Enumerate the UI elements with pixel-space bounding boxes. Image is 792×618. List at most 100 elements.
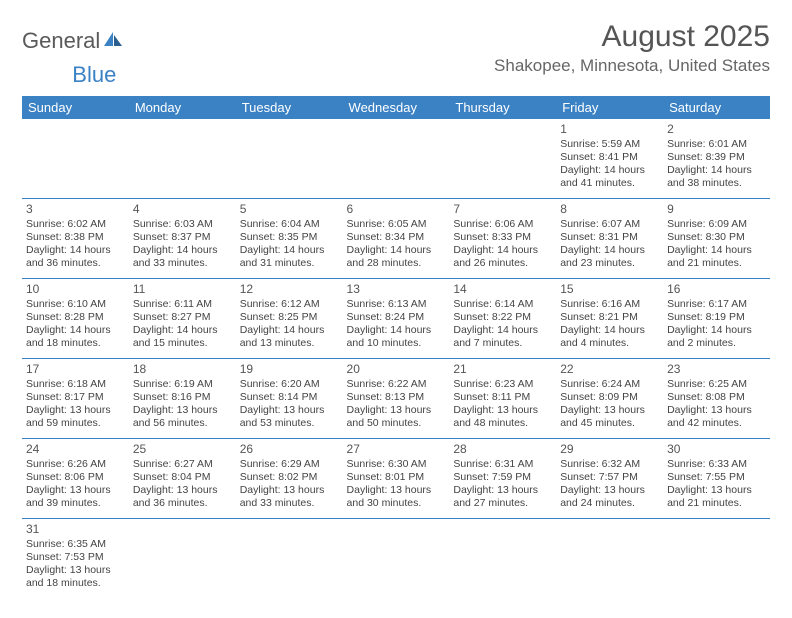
day-info-line: Sunrise: 6:25 AM <box>667 378 766 391</box>
day-info-line: and 41 minutes. <box>560 177 659 190</box>
day-info-line: Daylight: 14 hours <box>240 244 339 257</box>
day-info-line: Daylight: 14 hours <box>453 324 552 337</box>
day-info-line: Sunset: 8:30 PM <box>667 231 766 244</box>
logo: General <box>22 28 126 54</box>
day-cell: 14Sunrise: 6:14 AMSunset: 8:22 PMDayligh… <box>449 279 556 359</box>
location: Shakopee, Minnesota, United States <box>494 56 770 76</box>
day-number: 23 <box>667 362 766 377</box>
day-info-line: Daylight: 13 hours <box>667 404 766 417</box>
day-number: 14 <box>453 282 552 297</box>
day-info-line: Sunset: 8:38 PM <box>26 231 125 244</box>
day-info-line: Daylight: 14 hours <box>26 244 125 257</box>
day-number: 4 <box>133 202 232 217</box>
day-cell: 24Sunrise: 6:26 AMSunset: 8:06 PMDayligh… <box>22 439 129 519</box>
day-info-line: Sunrise: 6:12 AM <box>240 298 339 311</box>
day-number: 19 <box>240 362 339 377</box>
day-info-line: Sunrise: 6:13 AM <box>347 298 446 311</box>
day-info-line: Sunrise: 6:01 AM <box>667 138 766 151</box>
day-info-line: Sunset: 8:09 PM <box>560 391 659 404</box>
day-info-line: Daylight: 14 hours <box>667 244 766 257</box>
day-info-line: Sunset: 8:37 PM <box>133 231 232 244</box>
day-cell: 13Sunrise: 6:13 AMSunset: 8:24 PMDayligh… <box>343 279 450 359</box>
day-number: 25 <box>133 442 232 457</box>
day-info-line: Sunrise: 6:33 AM <box>667 458 766 471</box>
day-info-line: Sunrise: 6:24 AM <box>560 378 659 391</box>
day-info-line: Sunrise: 6:10 AM <box>26 298 125 311</box>
day-info-line: Daylight: 13 hours <box>26 484 125 497</box>
day-number: 18 <box>133 362 232 377</box>
day-info-line: Daylight: 14 hours <box>133 324 232 337</box>
day-info-line: Sunset: 8:25 PM <box>240 311 339 324</box>
day-info-line: Sunset: 8:39 PM <box>667 151 766 164</box>
day-info-line: Sunrise: 6:31 AM <box>453 458 552 471</box>
day-info-line: Sunrise: 6:16 AM <box>560 298 659 311</box>
day-info-line: Sunset: 8:13 PM <box>347 391 446 404</box>
day-cell <box>449 119 556 199</box>
day-info-line: and 21 minutes. <box>667 257 766 270</box>
day-info-line: Daylight: 13 hours <box>560 404 659 417</box>
day-cell: 5Sunrise: 6:04 AMSunset: 8:35 PMDaylight… <box>236 199 343 279</box>
day-info-line: Daylight: 14 hours <box>240 324 339 337</box>
day-number: 7 <box>453 202 552 217</box>
day-cell: 11Sunrise: 6:11 AMSunset: 8:27 PMDayligh… <box>129 279 236 359</box>
day-cell: 31Sunrise: 6:35 AMSunset: 7:53 PMDayligh… <box>22 519 129 599</box>
day-info-line: and 2 minutes. <box>667 337 766 350</box>
day-cell <box>236 519 343 599</box>
day-info-line: Sunset: 8:02 PM <box>240 471 339 484</box>
day-number: 30 <box>667 442 766 457</box>
day-info-line: Sunset: 8:04 PM <box>133 471 232 484</box>
day-cell: 12Sunrise: 6:12 AMSunset: 8:25 PMDayligh… <box>236 279 343 359</box>
day-info-line: Sunset: 8:01 PM <box>347 471 446 484</box>
weekday-header: Sunday <box>22 96 129 119</box>
day-info-line: Sunset: 8:11 PM <box>453 391 552 404</box>
day-cell: 16Sunrise: 6:17 AMSunset: 8:19 PMDayligh… <box>663 279 770 359</box>
day-info-line: Sunrise: 6:35 AM <box>26 538 125 551</box>
day-number: 13 <box>347 282 446 297</box>
day-info-line: Sunset: 8:27 PM <box>133 311 232 324</box>
day-cell: 23Sunrise: 6:25 AMSunset: 8:08 PMDayligh… <box>663 359 770 439</box>
day-info-line: Sunrise: 6:22 AM <box>347 378 446 391</box>
day-info-line: and 39 minutes. <box>26 497 125 510</box>
day-info-line: Sunset: 8:17 PM <box>26 391 125 404</box>
day-info-line: and 31 minutes. <box>240 257 339 270</box>
day-cell <box>343 119 450 199</box>
day-number: 12 <box>240 282 339 297</box>
day-info-line: Sunset: 7:55 PM <box>667 471 766 484</box>
day-cell: 9Sunrise: 6:09 AMSunset: 8:30 PMDaylight… <box>663 199 770 279</box>
day-info-line: Daylight: 13 hours <box>240 484 339 497</box>
day-cell: 28Sunrise: 6:31 AMSunset: 7:59 PMDayligh… <box>449 439 556 519</box>
day-info-line: Sunrise: 6:11 AM <box>133 298 232 311</box>
day-info-line: Sunset: 8:41 PM <box>560 151 659 164</box>
day-cell <box>22 119 129 199</box>
day-info-line: and 45 minutes. <box>560 417 659 430</box>
day-info-line: Sunrise: 6:04 AM <box>240 218 339 231</box>
day-number: 28 <box>453 442 552 457</box>
day-info-line: Sunset: 8:34 PM <box>347 231 446 244</box>
day-info-line: and 56 minutes. <box>133 417 232 430</box>
day-cell: 10Sunrise: 6:10 AMSunset: 8:28 PMDayligh… <box>22 279 129 359</box>
day-info-line: and 38 minutes. <box>667 177 766 190</box>
day-info-line: Sunrise: 6:19 AM <box>133 378 232 391</box>
day-info-line: Sunrise: 6:23 AM <box>453 378 552 391</box>
day-info-line: Sunset: 8:31 PM <box>560 231 659 244</box>
day-info-line: Sunset: 8:16 PM <box>133 391 232 404</box>
day-number: 22 <box>560 362 659 377</box>
day-number: 29 <box>560 442 659 457</box>
day-info-line: Daylight: 14 hours <box>347 324 446 337</box>
day-info-line: Sunrise: 6:30 AM <box>347 458 446 471</box>
day-info-line: Daylight: 14 hours <box>133 244 232 257</box>
day-info-line: Daylight: 14 hours <box>667 164 766 177</box>
day-info-line: Sunrise: 6:03 AM <box>133 218 232 231</box>
day-number: 27 <box>347 442 446 457</box>
weekday-header: Thursday <box>449 96 556 119</box>
day-cell: 30Sunrise: 6:33 AMSunset: 7:55 PMDayligh… <box>663 439 770 519</box>
day-info-line: Sunset: 8:28 PM <box>26 311 125 324</box>
weekday-header: Friday <box>556 96 663 119</box>
day-number: 16 <box>667 282 766 297</box>
day-cell <box>236 119 343 199</box>
day-info-line: Daylight: 14 hours <box>560 244 659 257</box>
day-cell: 4Sunrise: 6:03 AMSunset: 8:37 PMDaylight… <box>129 199 236 279</box>
sail-icon <box>102 28 124 54</box>
day-info-line: and 33 minutes. <box>240 497 339 510</box>
day-info-line: Sunrise: 6:29 AM <box>240 458 339 471</box>
